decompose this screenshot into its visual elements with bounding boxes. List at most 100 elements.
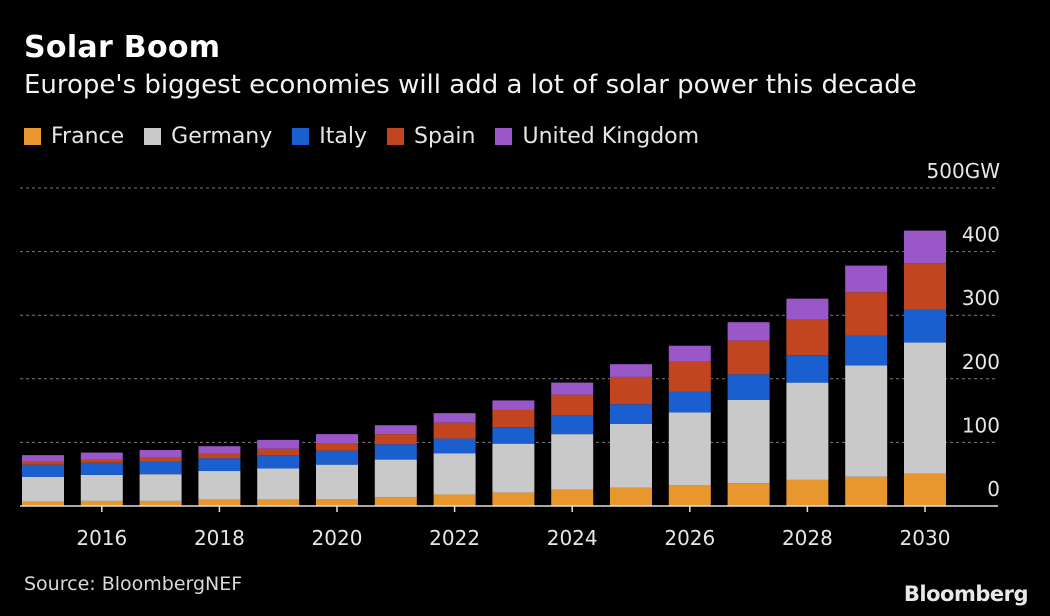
bloomberg-logo: Bloomberg [903, 582, 1029, 606]
x-tick-label-2028: 2028 [782, 526, 833, 550]
bar-italy-2026 [668, 391, 711, 413]
bar-germany-2026 [668, 412, 711, 486]
bar-france-2021 [374, 497, 417, 506]
x-tick-label-2018: 2018 [194, 526, 245, 550]
bar-united-kingdom-2025 [610, 364, 652, 377]
bar-germany-2016 [80, 474, 123, 501]
bar-france-2026 [668, 485, 711, 506]
bar-italy-2018 [198, 458, 241, 472]
bar-germany-2024 [551, 434, 594, 490]
y-tick-label-500: 500GW [927, 159, 1001, 183]
bar-spain-2027 [727, 340, 770, 375]
legend-swatch-italy [292, 128, 310, 145]
bar-spain-2016 [80, 459, 123, 463]
bar-france-2020 [316, 499, 358, 506]
bar-spain-2021 [374, 434, 417, 445]
bar-germany-2019 [257, 468, 300, 500]
legend-item-germany: Germany [144, 124, 272, 149]
bar-spain-2028 [786, 319, 829, 356]
bar-united-kingdom-2024 [551, 382, 594, 395]
bar-italy-2019 [257, 455, 300, 469]
bar-italy-2021 [374, 444, 417, 460]
bar-france-2030 [904, 473, 946, 506]
legend-swatch-united-kingdom [495, 128, 513, 145]
y-tick-label-200: 200 [962, 350, 1000, 374]
bar-italy-2022 [433, 438, 476, 454]
bar-france-2024 [551, 489, 594, 506]
bar-france-2025 [610, 487, 652, 506]
x-tick-label-2024: 2024 [547, 526, 598, 550]
chart-subtitle: Europe's biggest economies will add a lo… [24, 70, 917, 100]
bar-united-kingdom-2017 [139, 450, 182, 458]
bar-united-kingdom-2026 [668, 345, 711, 362]
bar-spain-2029 [845, 292, 888, 336]
bar-france-2027 [727, 483, 770, 506]
bar-united-kingdom-2028 [786, 298, 829, 320]
bar-germany-2020 [316, 464, 358, 500]
bar-united-kingdom-2030 [904, 230, 946, 264]
bar-germany-2023 [492, 443, 535, 493]
bar-germany-2017 [139, 474, 182, 501]
bar-germany-2018 [198, 471, 241, 500]
bar-germany-2029 [845, 365, 888, 477]
bar-germany-2015 [22, 476, 64, 502]
x-tick-label-2020: 2020 [312, 526, 363, 550]
legend-label-france: France [51, 124, 125, 149]
bar-germany-2030 [904, 342, 946, 474]
y-tick-label-400: 400 [962, 223, 1000, 247]
bar-germany-2028 [786, 382, 829, 480]
x-tick-label-2026: 2026 [664, 526, 715, 550]
bar-italy-2016 [80, 462, 123, 475]
legend-label-germany: Germany [171, 124, 273, 149]
bar-italy-2024 [551, 415, 594, 435]
bar-spain-2026 [668, 361, 711, 392]
bar-spain-2018 [198, 453, 241, 459]
bar-germany-2027 [727, 399, 770, 484]
bar-united-kingdom-2020 [316, 434, 358, 444]
source-note: Source: BloombergNEF [24, 573, 243, 595]
y-tick-label-100: 100 [962, 413, 1000, 437]
bar-united-kingdom-2027 [727, 322, 770, 341]
bar-france-2023 [492, 492, 535, 506]
y-tick-label-0: 0 [987, 477, 1000, 501]
bar-italy-2028 [786, 355, 829, 383]
bar-spain-2024 [551, 394, 594, 416]
bar-france-2018 [198, 499, 241, 506]
bar-spain-2025 [610, 376, 652, 405]
x-tick-label-2030: 2030 [900, 526, 951, 550]
legend-item-united-kingdom: United Kingdom [495, 124, 699, 149]
legend-label-italy: Italy [319, 124, 368, 149]
bar-united-kingdom-2023 [492, 400, 535, 410]
bar-united-kingdom-2019 [257, 439, 300, 449]
bar-spain-2022 [433, 422, 476, 439]
legend-swatch-spain [387, 128, 405, 145]
legend-label-spain: Spain [414, 124, 476, 149]
bar-france-2015 [22, 501, 64, 506]
bar-united-kingdom-2021 [374, 425, 417, 435]
bar-united-kingdom-2018 [198, 446, 241, 454]
legend-swatch-france [24, 128, 41, 145]
legend-label-united-kingdom: United Kingdom [522, 124, 700, 149]
bar-united-kingdom-2016 [80, 452, 123, 460]
legend-item-spain: Spain [387, 124, 475, 149]
bar-united-kingdom-2015 [22, 455, 64, 462]
bar-spain-2019 [257, 448, 300, 456]
legend-item-italy: Italy [292, 124, 367, 149]
bar-france-2016 [80, 500, 123, 506]
bar-italy-2029 [845, 335, 888, 366]
bar-france-2017 [139, 500, 182, 506]
bar-italy-2015 [22, 464, 64, 477]
bar-france-2028 [786, 479, 829, 506]
x-tick-label-2022: 2022 [429, 526, 480, 550]
y-tick-label-300: 300 [962, 286, 1000, 310]
bar-germany-2021 [374, 459, 417, 498]
bar-italy-2025 [610, 404, 652, 424]
bar-united-kingdom-2022 [433, 413, 476, 423]
bar-spain-2020 [316, 443, 358, 451]
bar-france-2022 [433, 494, 476, 506]
x-tick-label-2016: 2016 [76, 526, 127, 550]
bar-france-2019 [257, 499, 300, 506]
bar-france-2029 [845, 476, 888, 506]
bar-spain-2017 [139, 457, 182, 462]
